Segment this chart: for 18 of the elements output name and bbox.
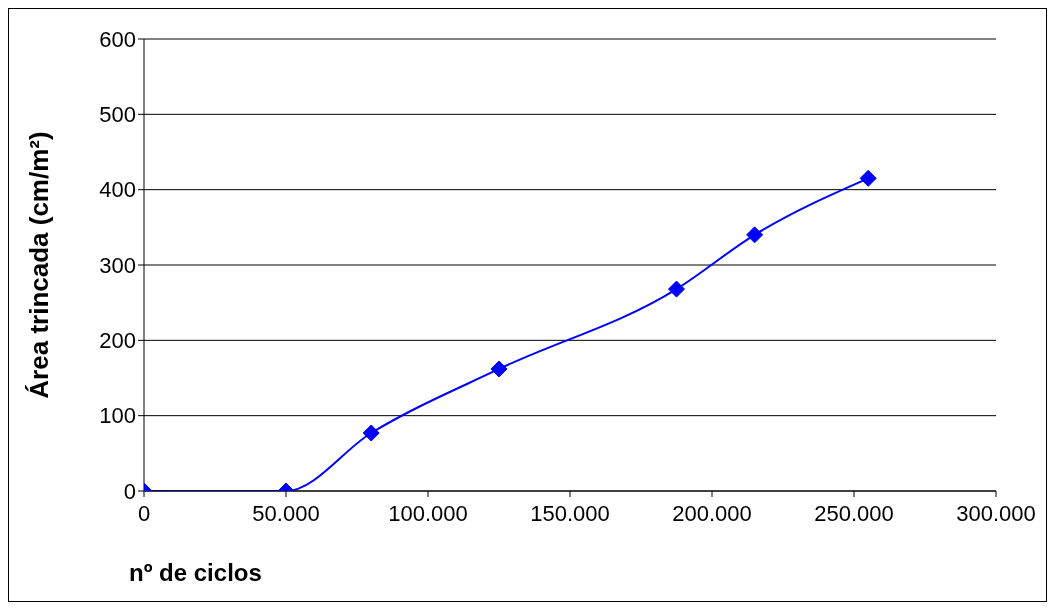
point <box>746 226 764 244</box>
x-tick-label: 50.000 <box>252 500 320 526</box>
x-tick-label: 100.000 <box>388 500 468 526</box>
x-tick-label: 300.000 <box>956 500 1036 526</box>
x-axis-title: nº de ciclos <box>129 559 262 586</box>
y-tick-label: 200 <box>99 328 136 354</box>
x-tick-label: 250.000 <box>814 500 894 526</box>
point <box>859 169 877 187</box>
x-tick-label: 150.000 <box>530 500 610 526</box>
y-tick-label: 500 <box>99 102 136 128</box>
y-tick-label: 0 <box>123 478 136 504</box>
y-tick-label: 100 <box>99 403 136 429</box>
y-tick-label: 400 <box>99 177 136 203</box>
y-tick-label: 600 <box>99 26 136 52</box>
x-tick-label: 200.000 <box>672 500 752 526</box>
y-tick-label: 300 <box>99 252 136 278</box>
y-axis-title: Área trincada (cm/m²) <box>24 131 55 399</box>
point <box>668 280 685 298</box>
